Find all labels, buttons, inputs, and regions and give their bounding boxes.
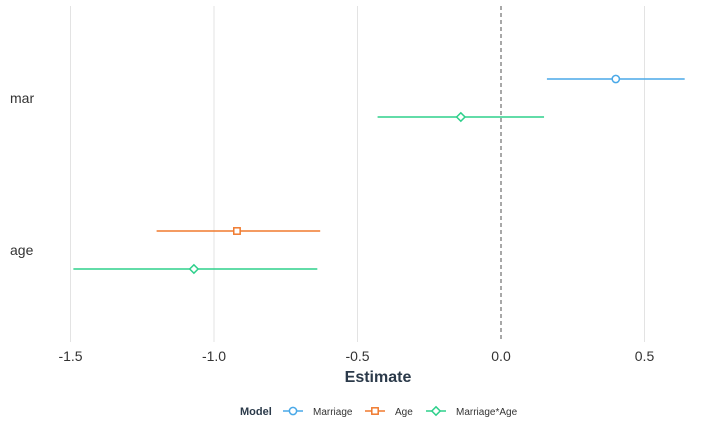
- marks-layer: [73, 74, 685, 275]
- x-tick-label: -0.5: [345, 348, 369, 364]
- x-tick-label: -1.5: [58, 348, 82, 364]
- legend-label: Marriage: [313, 407, 353, 418]
- point-estimate: [611, 74, 621, 84]
- legend-label: Age: [395, 407, 413, 418]
- legend-label: Marriage*Age: [456, 407, 518, 418]
- x-tick-label: -1.0: [202, 348, 226, 364]
- x-axis: -1.5 -1.0 -0.5 0.0 0.5: [58, 348, 654, 364]
- y-tick-label: mar: [10, 90, 34, 106]
- point-estimate: [188, 263, 200, 275]
- legend-title: Model: [240, 406, 272, 418]
- x-tick-label: 0.5: [635, 348, 655, 364]
- legend-key-marker: [288, 406, 298, 416]
- point-estimate: [455, 111, 467, 123]
- legend: Model Marriage Age Marriage*Age: [240, 405, 518, 418]
- x-tick-label: 0.0: [491, 348, 511, 364]
- y-axis: mar age: [10, 90, 34, 258]
- y-tick-label: age: [10, 242, 34, 258]
- legend-key-marker: [430, 405, 442, 417]
- point-estimate: [233, 227, 241, 235]
- x-axis-title: Estimate: [345, 369, 412, 386]
- grid-lines: [70, 6, 645, 342]
- legend-key-marker: [371, 407, 379, 415]
